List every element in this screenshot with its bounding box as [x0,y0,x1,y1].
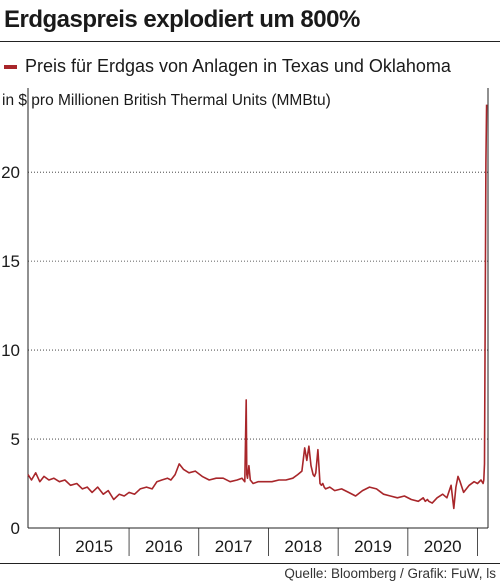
y-tick-label: 20 [1,163,20,182]
legend-swatch [4,64,17,69]
title-divider [0,41,500,42]
source-note: Quelle: Bloomberg / Grafik: FuW, ls [284,566,496,581]
y-axis-label: in $ pro Millionen British Thermal Units… [2,92,331,109]
series-line [27,104,488,510]
x-tick-label: 2019 [354,537,392,556]
legend: Preis für Erdgas von Anlagen in Texas un… [4,56,451,77]
x-tick-label: 2016 [145,537,183,556]
x-axis: 2015 2016 2017 2018 2019 2020 [58,528,478,556]
y-tick-label: 0 [11,519,20,538]
y-tick-label: 15 [1,252,20,271]
x-tick-label: 2017 [215,537,253,556]
x-tick-label: 2018 [284,537,322,556]
x-tick-label: 2020 [424,537,462,556]
series-layer [27,104,488,510]
y-tick-label: 5 [11,430,20,449]
source-divider [0,563,500,564]
x-tick-label: 2015 [75,537,113,556]
legend-label: Preis für Erdgas von Anlagen in Texas un… [25,56,451,76]
grid-layer [27,88,489,529]
chart-title: Erdgaspreis explodiert um 800% [4,6,360,33]
y-tick-labels: 0 5 10 15 20 [1,163,20,538]
y-tick-label: 10 [1,341,20,360]
